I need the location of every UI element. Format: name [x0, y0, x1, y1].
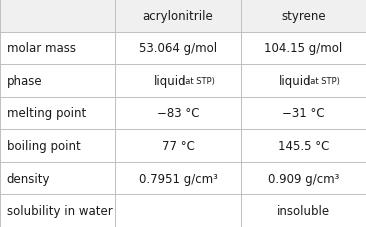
Bar — [115, 97, 241, 130]
Bar — [115, 130, 241, 162]
Bar — [0, 130, 115, 162]
Text: 77 °C: 77 °C — [161, 139, 194, 152]
Bar — [241, 195, 366, 227]
Text: melting point: melting point — [7, 107, 86, 120]
Bar — [115, 195, 241, 227]
Bar — [0, 162, 115, 195]
Bar — [0, 32, 115, 65]
Bar — [241, 65, 366, 97]
Text: −31 °C: −31 °C — [282, 107, 325, 120]
Text: 0.7951 g/cm³: 0.7951 g/cm³ — [138, 172, 217, 185]
Bar — [241, 32, 366, 65]
Bar — [0, 0, 115, 32]
Text: phase: phase — [7, 75, 42, 88]
Bar — [0, 195, 115, 227]
Text: styrene: styrene — [281, 10, 326, 23]
Bar — [115, 65, 241, 97]
Text: density: density — [7, 172, 50, 185]
Text: boiling point: boiling point — [7, 139, 81, 152]
Text: 104.15 g/mol: 104.15 g/mol — [264, 42, 343, 55]
Bar — [241, 0, 366, 32]
Text: 53.064 g/mol: 53.064 g/mol — [139, 42, 217, 55]
Bar — [241, 162, 366, 195]
Text: solubility in water: solubility in water — [7, 204, 112, 217]
Text: molar mass: molar mass — [7, 42, 76, 55]
Text: liquid: liquid — [279, 75, 312, 88]
Bar — [241, 97, 366, 130]
Bar — [0, 65, 115, 97]
Bar — [115, 0, 241, 32]
Bar — [0, 97, 115, 130]
Bar — [241, 130, 366, 162]
Bar — [115, 32, 241, 65]
Text: −83 °C: −83 °C — [157, 107, 199, 120]
Text: (at STP): (at STP) — [182, 76, 215, 86]
Text: 0.909 g/cm³: 0.909 g/cm³ — [268, 172, 339, 185]
Bar — [115, 162, 241, 195]
Text: liquid: liquid — [154, 75, 186, 88]
Text: 145.5 °C: 145.5 °C — [278, 139, 329, 152]
Text: insoluble: insoluble — [277, 204, 330, 217]
Text: acrylonitrile: acrylonitrile — [143, 10, 213, 23]
Text: (at STP): (at STP) — [307, 76, 340, 86]
